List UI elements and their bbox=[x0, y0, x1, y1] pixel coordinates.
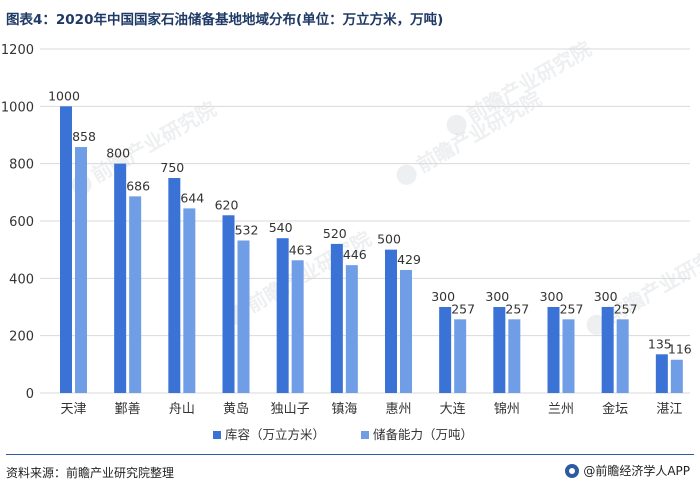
x-tick-label: 独山子 bbox=[271, 402, 310, 417]
chart-area: 前瞻产业研究院 前瞻产业研究院 前瞻产业研究院 前瞻产业研究院 前瞻产业研究院 0 200 4… bbox=[0, 34, 700, 454]
y-tick-label: 1200 bbox=[1, 43, 34, 58]
x-tick-label: 惠州 bbox=[385, 402, 411, 417]
data-label: 532 bbox=[235, 222, 259, 237]
y-tick-label: 800 bbox=[9, 158, 34, 173]
bar bbox=[168, 178, 181, 393]
watermark-logo-icon bbox=[586, 314, 607, 335]
data-label: 257 bbox=[451, 301, 475, 316]
bar bbox=[454, 319, 467, 393]
y-tick-label: 200 bbox=[9, 330, 34, 345]
bar bbox=[222, 215, 235, 393]
x-tick-label: 天津 bbox=[60, 402, 86, 417]
data-label: 257 bbox=[505, 301, 529, 316]
title-bar: 图表4：2020年中国国家石油储备基地地域分布(单位：万立方米，万吨) bbox=[0, 0, 700, 34]
source-note: 资料来源：前瞻产业研究院整理 bbox=[6, 466, 175, 480]
bar bbox=[493, 307, 506, 393]
legend-label: 库容（万立方米） bbox=[225, 427, 325, 442]
y-tick-label: 400 bbox=[9, 272, 34, 287]
watermark-logo-icon bbox=[396, 164, 417, 185]
y-tick-label: 0 bbox=[26, 387, 34, 402]
data-label: 620 bbox=[215, 197, 239, 212]
bar bbox=[291, 260, 304, 393]
data-label: 750 bbox=[160, 160, 184, 175]
bar bbox=[655, 354, 668, 393]
bar bbox=[670, 359, 683, 393]
data-label: 500 bbox=[377, 232, 401, 247]
bar bbox=[114, 163, 127, 393]
data-label: 463 bbox=[289, 242, 313, 257]
x-tick-label: 锦州 bbox=[494, 402, 520, 417]
bar bbox=[129, 196, 142, 393]
bar bbox=[75, 147, 87, 393]
data-label: 300 bbox=[485, 289, 509, 304]
bar bbox=[330, 243, 343, 393]
data-label: 257 bbox=[560, 301, 584, 316]
watermark-logo-icon bbox=[446, 114, 467, 135]
data-label: 257 bbox=[614, 301, 638, 316]
y-tick-label: 600 bbox=[9, 215, 34, 230]
legend-swatch bbox=[213, 431, 221, 439]
legend-swatch bbox=[361, 431, 369, 439]
bar bbox=[439, 307, 452, 393]
bar bbox=[385, 249, 397, 393]
footer: 资料来源：前瞻产业研究院整理 @前瞻经济学人APP bbox=[0, 454, 700, 491]
bar bbox=[562, 319, 575, 393]
brand-logo-icon bbox=[565, 463, 580, 478]
data-label: 429 bbox=[397, 252, 421, 267]
chart-title: 图表4：2020年中国国家石油储备基地地域分布(单位：万立方米，万吨) bbox=[6, 12, 444, 28]
x-tick-label: 兰州 bbox=[548, 402, 574, 417]
bar bbox=[183, 208, 196, 393]
watermark: 前瞻产业研究院 bbox=[586, 237, 700, 335]
brand-credit: @前瞻经济学人APP bbox=[565, 462, 690, 479]
data-label: 135 bbox=[648, 336, 672, 351]
data-label: 858 bbox=[72, 129, 96, 144]
watermark: 前瞻产业研究院 bbox=[446, 37, 595, 135]
x-tick-label: 舟山 bbox=[169, 402, 195, 417]
footer-divider bbox=[6, 454, 694, 455]
bar bbox=[60, 106, 72, 393]
bar bbox=[345, 265, 358, 393]
data-label: 644 bbox=[180, 190, 204, 205]
data-label: 116 bbox=[668, 342, 692, 357]
y-tick-label: 1000 bbox=[1, 100, 34, 115]
watermark-text: 前瞻产业研究院 bbox=[87, 97, 220, 188]
bar bbox=[508, 319, 521, 393]
bar bbox=[601, 307, 614, 393]
bar bbox=[237, 240, 250, 393]
data-label: 800 bbox=[106, 146, 130, 161]
x-tick-label: 大连 bbox=[440, 401, 466, 417]
x-tick-label: 鄞善 bbox=[115, 401, 141, 417]
x-tick-label: 黄岛 bbox=[223, 401, 249, 417]
legend-label: 储备能力（万吨） bbox=[373, 427, 473, 442]
bar bbox=[616, 319, 629, 393]
data-label: 446 bbox=[343, 247, 367, 262]
data-label: 1000 bbox=[48, 88, 80, 103]
bar bbox=[400, 270, 412, 393]
bar bbox=[276, 238, 289, 393]
data-label: 520 bbox=[323, 226, 347, 241]
data-label: 686 bbox=[126, 178, 150, 193]
x-tick-label: 镇海 bbox=[331, 402, 357, 417]
brand-text: @前瞻经济学人APP bbox=[583, 464, 690, 478]
x-tick-label: 湛江 bbox=[656, 402, 682, 417]
bar bbox=[547, 307, 560, 393]
x-tick-label: 金坛 bbox=[602, 401, 628, 417]
data-label: 300 bbox=[431, 289, 455, 304]
data-label: 300 bbox=[594, 289, 618, 304]
data-label: 540 bbox=[269, 220, 293, 235]
data-label: 300 bbox=[540, 289, 564, 304]
